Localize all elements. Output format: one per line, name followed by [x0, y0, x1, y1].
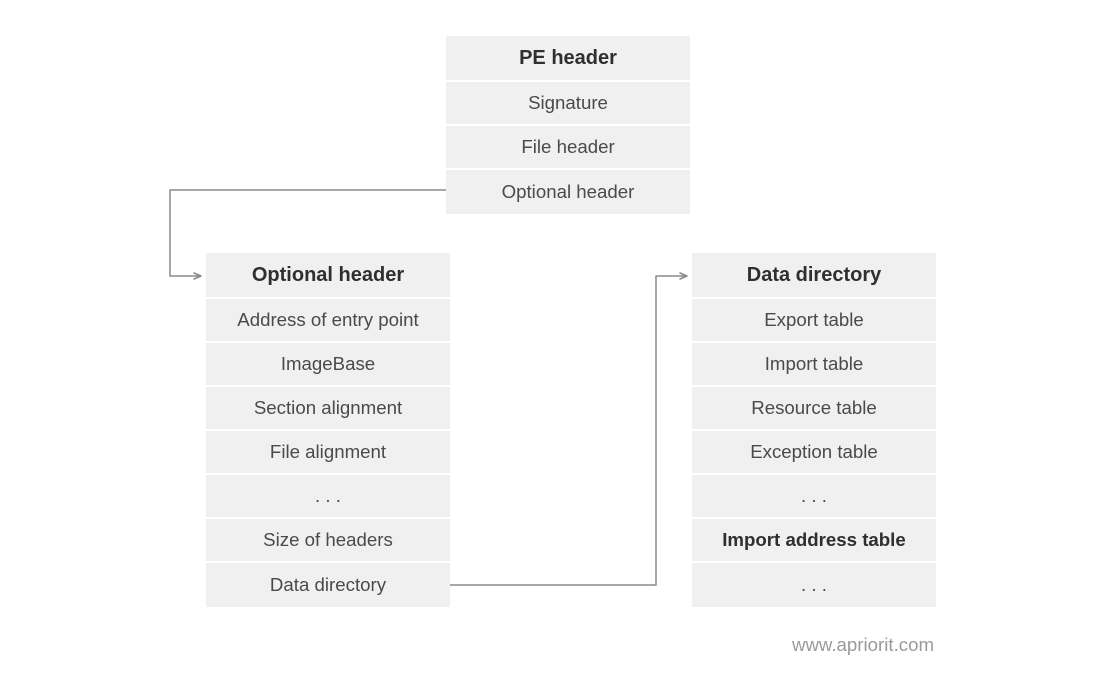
diagram-canvas: PE headerSignatureFile headerOptional he… — [0, 0, 1101, 681]
optional_header-row: File alignment — [206, 431, 450, 475]
pe_header-title: PE header — [446, 36, 690, 82]
optional_header-row: . . . — [206, 475, 450, 519]
optional_header-row: Section alignment — [206, 387, 450, 431]
optional_header-row: Size of headers — [206, 519, 450, 563]
pe_header-row: Signature — [446, 82, 690, 126]
optional_header-box: Optional headerAddress of entry pointIma… — [206, 253, 450, 607]
data_directory-box: Data directoryExport tableImport tableRe… — [692, 253, 936, 607]
data_directory-row: Import table — [692, 343, 936, 387]
pe_header-box: PE headerSignatureFile headerOptional he… — [446, 36, 690, 214]
data_directory-row: . . . — [692, 563, 936, 607]
data_directory-row: Export table — [692, 299, 936, 343]
optional_header-title: Optional header — [206, 253, 450, 299]
pe_header-row: File header — [446, 126, 690, 170]
data_directory-row: Resource table — [692, 387, 936, 431]
data_directory-row: Exception table — [692, 431, 936, 475]
attribution-text: www.apriorit.com — [792, 634, 934, 656]
data_directory-title: Data directory — [692, 253, 936, 299]
data_directory-row: Import address table — [692, 519, 936, 563]
data_directory-row: . . . — [692, 475, 936, 519]
optional_header-row: Data directory — [206, 563, 450, 607]
optional_header-row: Address of entry point — [206, 299, 450, 343]
connector-arrow — [450, 276, 686, 585]
pe_header-row: Optional header — [446, 170, 690, 214]
optional_header-row: ImageBase — [206, 343, 450, 387]
